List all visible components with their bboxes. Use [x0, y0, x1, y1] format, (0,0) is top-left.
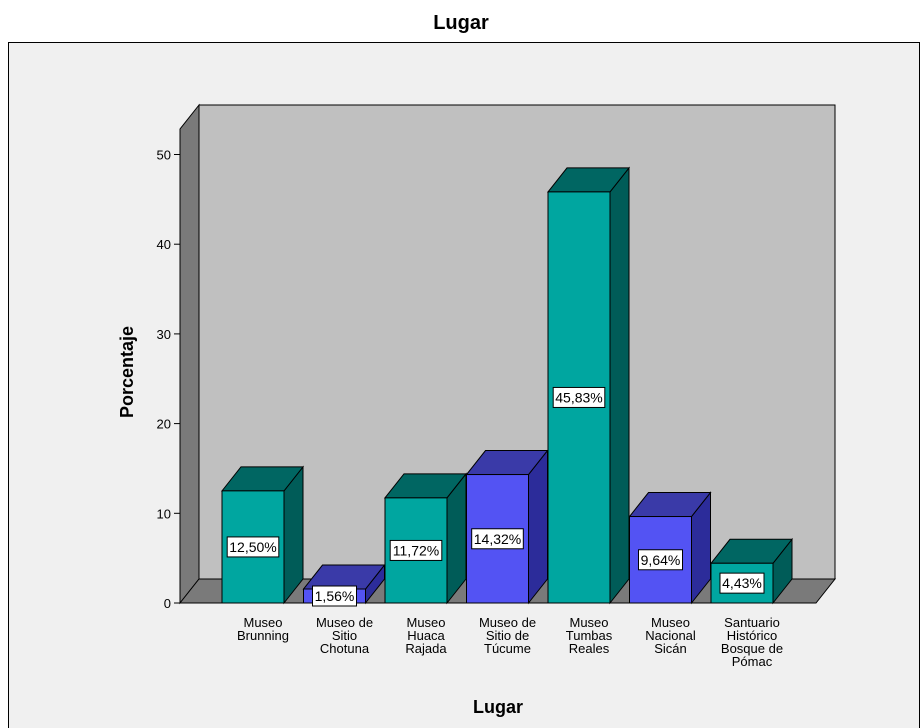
data-label-box: [719, 572, 765, 594]
data-label-box: [312, 585, 357, 607]
bar-side: [609, 166, 630, 605]
data-label-text: 1,56%: [315, 588, 355, 604]
data-label: 45,83%: [552, 386, 606, 408]
bar: [383, 472, 468, 605]
data-label-text: 12,50%: [229, 539, 276, 555]
data-label-text: 4,43%: [722, 575, 762, 591]
bar: [465, 449, 549, 605]
data-label-box: [552, 386, 606, 408]
x-tick-label: Museo de Sitio de Túcume: [479, 615, 536, 656]
bar: [628, 491, 712, 605]
data-labels: 12,50% 1,56% 11,72% 14,32% 45,83% 9,64% 4,43%: [226, 386, 765, 607]
y-axis-title: Porcentaje: [117, 326, 137, 418]
data-label: 1,56%: [312, 585, 357, 607]
y-axis: 0 10 20 30 40 50: [157, 148, 181, 611]
y-tick-label: 0: [164, 596, 171, 611]
x-tick-label: Museo Nacional Sicán: [645, 615, 696, 656]
y-tick-label: 10: [157, 506, 171, 521]
data-label: 11,72%: [389, 539, 443, 561]
data-label-text: 11,72%: [393, 542, 439, 558]
y-tick-label: 40: [157, 237, 171, 252]
bar-side: [528, 449, 548, 605]
data-label: 4,43%: [719, 572, 765, 594]
data-label-box: [226, 536, 280, 558]
x-tick-label: Santuario Histórico Bosque de Pómac: [721, 615, 783, 669]
data-label-box: [471, 528, 524, 550]
x-tick-label: Museo de Sitio Chotuna: [316, 615, 373, 656]
x-tick-label: Museo Tumbas Reales: [566, 615, 613, 656]
x-tick-label: Museo Huaca Rajada: [405, 615, 447, 656]
data-label-text: 45,83%: [555, 389, 602, 405]
x-axis-title: Lugar: [473, 697, 523, 717]
x-tick-label: Museo Brunning: [237, 615, 289, 643]
data-label-text: 9,64%: [641, 552, 681, 568]
data-label: 12,50%: [226, 536, 280, 558]
bar: [220, 465, 305, 605]
data-label-text: 14,32%: [474, 531, 521, 547]
data-label-box: [389, 539, 443, 561]
data-label-box: [638, 549, 683, 571]
data-label: 14,32%: [471, 528, 524, 550]
data-label: 9,64%: [638, 549, 683, 571]
y-tick-label: 50: [157, 148, 171, 163]
side-wall: [179, 103, 200, 605]
x-axis: Museo Brunning Museo de Sitio Chotuna Museo Hu…: [237, 615, 783, 669]
y-tick-label: 30: [157, 327, 171, 342]
y-tick-label: 20: [157, 417, 171, 432]
bar: [546, 166, 631, 605]
chart-title: Lugar: [433, 12, 489, 34]
